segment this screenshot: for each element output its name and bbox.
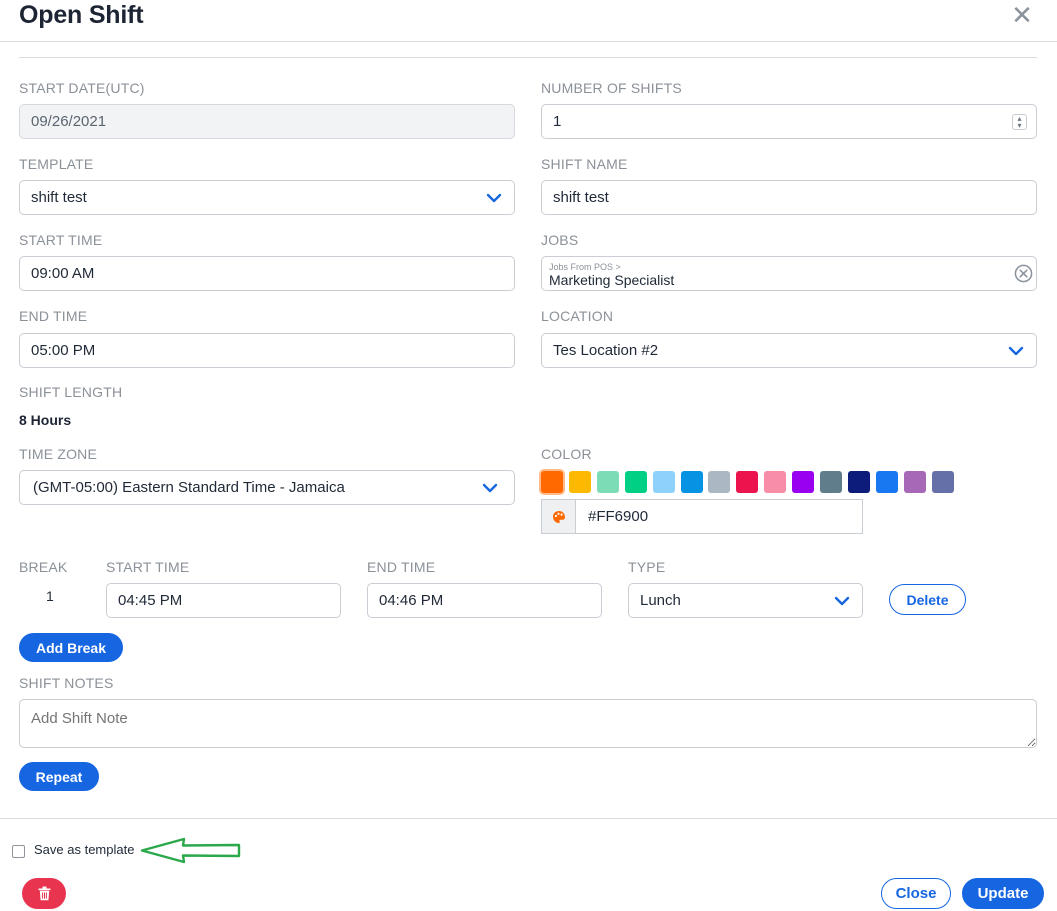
spinner-icon[interactable]: ▴ ▾: [1012, 114, 1027, 130]
footer-divider: [0, 818, 1057, 819]
break-end-input[interactable]: 04:46 PM: [367, 583, 602, 618]
end-time-input[interactable]: 05:00 PM: [19, 333, 515, 368]
color-swatch[interactable]: [596, 471, 619, 493]
trash-icon: [38, 886, 50, 901]
color-swatch[interactable]: [680, 471, 703, 493]
color-swatch[interactable]: [541, 471, 563, 493]
chevron-down-icon: [834, 596, 850, 606]
close-icon[interactable]: ✕: [1011, 0, 1033, 30]
color-swatch[interactable]: [903, 471, 926, 493]
chevron-down-icon: [486, 193, 502, 203]
chevron-down-icon: [482, 483, 498, 493]
close-button[interactable]: Close: [881, 878, 951, 909]
color-swatch[interactable]: [792, 471, 815, 493]
template-value: shift test: [31, 189, 87, 206]
header-divider: [0, 41, 1057, 42]
start-date-field: 09/26/2021: [19, 104, 515, 139]
break-type-value: Lunch: [640, 592, 681, 609]
color-swatch[interactable]: [875, 471, 898, 493]
jobs-select[interactable]: Jobs From POS > Marketing Specialist: [541, 256, 1037, 291]
delete-shift-button[interactable]: [22, 878, 66, 909]
color-swatch[interactable]: [820, 471, 842, 493]
save-as-template-label[interactable]: Save as template: [34, 842, 135, 857]
shift-name-value: shift test: [553, 189, 609, 206]
shift-name-label: SHIFT NAME: [541, 156, 628, 172]
color-swatch[interactable]: [652, 471, 675, 493]
update-button[interactable]: Update: [962, 878, 1044, 909]
start-time-value: 09:00 AM: [31, 265, 95, 282]
color-swatch[interactable]: [708, 471, 731, 493]
color-swatch[interactable]: [764, 471, 787, 493]
end-time-label: END TIME: [19, 308, 88, 324]
number-of-shifts-value: 1: [553, 113, 562, 130]
shift-notes-textarea[interactable]: [19, 699, 1037, 748]
break-header: BREAK: [19, 559, 68, 575]
start-date-value: 09/26/2021: [31, 113, 107, 130]
jobs-group-label: Jobs From POS >: [549, 262, 621, 272]
clear-icon[interactable]: [1014, 264, 1033, 283]
start-date-label: START DATE(UTC): [19, 80, 145, 96]
template-select[interactable]: shift test: [19, 180, 515, 215]
number-of-shifts-label: NUMBER OF SHIFTS: [541, 80, 682, 96]
color-label: COLOR: [541, 446, 592, 462]
break-start-time-header: START TIME: [106, 559, 190, 575]
annotation-arrow-icon: [140, 837, 241, 864]
jobs-selected-item: Marketing Specialist: [549, 272, 675, 288]
break-end-time-header: END TIME: [367, 559, 436, 575]
shift-length-label: SHIFT LENGTH: [19, 384, 123, 400]
location-value: Tes Location #2: [553, 342, 659, 359]
color-hex-value: #FF6900: [588, 508, 649, 525]
color-hex-field[interactable]: #FF6900: [541, 499, 863, 534]
jobs-label: JOBS: [541, 232, 579, 248]
break-type-header: TYPE: [628, 559, 666, 575]
start-time-label: START TIME: [19, 232, 103, 248]
break-index: 1: [46, 588, 54, 604]
number-of-shifts-input[interactable]: 1 ▴ ▾: [541, 104, 1037, 139]
break-start-value: 04:45 PM: [118, 592, 183, 609]
time-zone-value: (GMT-05:00) Eastern Standard Time - Jama…: [33, 479, 345, 496]
palette-icon: [542, 500, 576, 533]
color-swatch[interactable]: [847, 471, 870, 493]
break-end-value: 04:46 PM: [379, 592, 444, 609]
color-swatch[interactable]: [931, 471, 954, 493]
location-select[interactable]: Tes Location #2: [541, 333, 1037, 368]
shift-notes-label: SHIFT NOTES: [19, 675, 114, 691]
break-start-input[interactable]: 04:45 PM: [106, 583, 341, 618]
section-divider: [19, 57, 1037, 58]
start-time-input[interactable]: 09:00 AM: [19, 256, 515, 291]
save-as-template-checkbox[interactable]: [12, 845, 25, 858]
shift-length-value: 8 Hours: [19, 412, 72, 428]
dialog-title: Open Shift: [19, 1, 144, 29]
time-zone-select[interactable]: (GMT-05:00) Eastern Standard Time - Jama…: [19, 470, 515, 505]
color-swatch[interactable]: [624, 471, 647, 493]
template-label: TEMPLATE: [19, 156, 94, 172]
color-swatch[interactable]: [736, 471, 759, 493]
shift-name-input[interactable]: shift test: [541, 180, 1037, 215]
color-swatch[interactable]: [568, 471, 591, 493]
add-break-button[interactable]: Add Break: [19, 633, 123, 662]
location-label: LOCATION: [541, 308, 614, 324]
chevron-down-icon: [1008, 346, 1024, 356]
end-time-value: 05:00 PM: [31, 342, 96, 359]
delete-break-button[interactable]: Delete: [889, 584, 966, 615]
break-type-select[interactable]: Lunch: [628, 583, 863, 618]
time-zone-label: TIME ZONE: [19, 446, 98, 462]
repeat-button[interactable]: Repeat: [19, 762, 99, 791]
